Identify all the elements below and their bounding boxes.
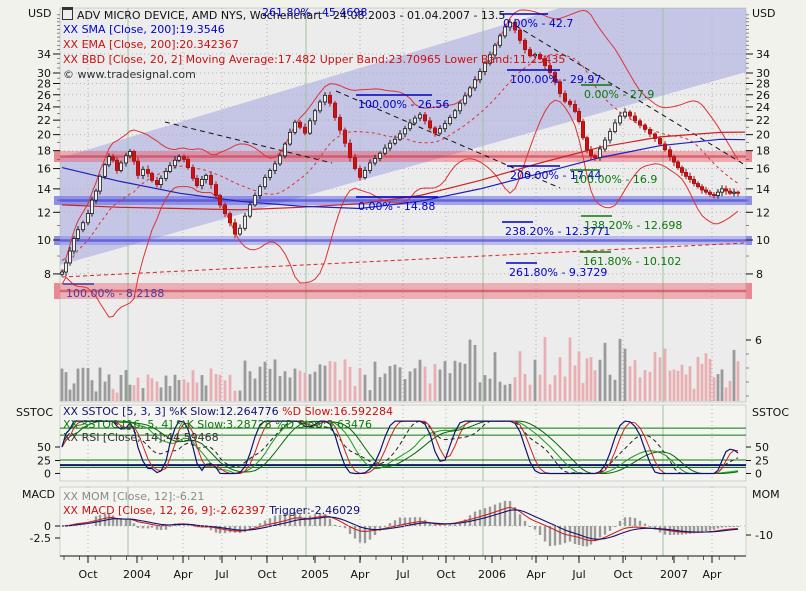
axis-tick-label: 20 xyxy=(37,129,51,142)
fib-level-label: 100.00% - 16.9 xyxy=(573,173,658,186)
axis-tick-label: 6 xyxy=(755,334,762,347)
axis-tick-label: 34 xyxy=(37,48,51,61)
chart-window-icon xyxy=(62,7,73,20)
axis-tick-label: 30 xyxy=(37,67,51,80)
main-right-axis-unit: USD xyxy=(752,7,776,20)
fib-level-label: 0.00% - 14.88 xyxy=(358,200,436,213)
axis-tick-label: 30 xyxy=(756,67,770,80)
axis-tick-label: 12 xyxy=(37,206,51,219)
axis-tick-label: 2005 xyxy=(301,568,329,581)
axis-tick-label: 25 xyxy=(37,455,51,468)
axis-tick-label: 10 xyxy=(756,234,770,247)
fib-level-label: 100.00% - 26.56 xyxy=(358,98,450,111)
fib-level-label: 0.00% - 27.9 xyxy=(584,88,655,101)
main-left-axis-unit: USD xyxy=(28,7,52,20)
legend-ema: XX EMA [Close, 200]:20.342367 xyxy=(63,38,239,51)
axis-tick-label: Apr xyxy=(526,568,546,581)
legend-sstoc-k: XX SSTOC [5, 3, 3] %K Slow:12.264776 xyxy=(63,405,283,418)
axis-tick-label: 34 xyxy=(756,48,770,61)
mom-right-axis-unit: MOM xyxy=(752,488,780,501)
axis-tick-label: 22 xyxy=(756,114,770,127)
axis-tick-label: Oct xyxy=(436,568,456,581)
axis-tick-label: 28 xyxy=(756,77,770,90)
fib-level-label: 138.20% - 12.698 xyxy=(584,219,683,232)
legend-mom: XX MOM [Close, 12]:-6.21 xyxy=(63,490,205,503)
axis-tick-label: 2004 xyxy=(123,568,151,581)
legend-macd-value: XX MACD [Close, 12, 26, 9]:-2.62397 xyxy=(63,504,270,517)
axis-tick-label: 20 xyxy=(756,129,770,142)
axis-tick-label: 0 xyxy=(755,467,762,480)
axis-tick-label: 14 xyxy=(37,183,51,196)
axis-tick-label: Apr xyxy=(173,568,193,581)
axis-tick-label: 50 xyxy=(755,441,769,454)
axis-tick-label: 2006 xyxy=(478,568,506,581)
axis-tick-label: 16 xyxy=(37,163,51,176)
axis-tick-label: 16 xyxy=(756,163,770,176)
axis-tick-label: 10 xyxy=(37,234,51,247)
fib-level-label: 0.00% - 42.7 xyxy=(503,17,574,30)
axis-tick-label: Oct xyxy=(257,568,277,581)
watermark: © www.tradesignal.com xyxy=(63,68,196,81)
axis-tick-label: 8 xyxy=(756,268,763,281)
axis-tick-label: Jul xyxy=(571,568,585,581)
fib-level-label: 161.80% - 10.102 xyxy=(583,255,682,268)
axis-tick-label: 0 xyxy=(44,520,51,533)
macd-left-axis-unit: MACD xyxy=(22,488,55,501)
axis-tick-label: Apr xyxy=(702,568,722,581)
axis-tick-label: 18 xyxy=(37,145,51,158)
axis-tick-label: 18 xyxy=(756,145,770,158)
axis-tick-label: Apr xyxy=(350,568,370,581)
fib-level-label: 261.80% - 9.3729 xyxy=(509,266,608,279)
axis-tick-label: Oct xyxy=(613,568,633,581)
fib-level-label: 100.00% - 29.97 xyxy=(510,73,602,86)
axis-tick-label: 2007 xyxy=(660,568,688,581)
fib-level-label: 200.00% - 17.44 xyxy=(510,169,602,182)
axis-tick-label: 12 xyxy=(756,206,770,219)
legend-sma: XX SMA [Close, 200]:19.3546 xyxy=(63,23,225,36)
legend-bbd: XX BBD [Close, 20, 2] Moving Average:17.… xyxy=(63,53,566,66)
legend-macd-trigger: Trigger:-2.46029 xyxy=(269,504,361,517)
axis-tick-label: 50 xyxy=(37,441,51,454)
axis-tick-label: 24 xyxy=(756,101,770,114)
axis-tick-label: Jul xyxy=(214,568,228,581)
fib-level-label: 100.00% - 8.2188 xyxy=(66,287,165,300)
axis-tick-label: 26 xyxy=(37,89,51,102)
axis-tick-label: 14 xyxy=(756,183,770,196)
axis-tick-label: -10 xyxy=(755,529,773,542)
axis-tick-label: 24 xyxy=(37,101,51,114)
legend-sstoc-1: XX SSTOC [5, 3, 3] %K Slow:12.264776 %D … xyxy=(63,406,393,418)
axis-tick-label: 28 xyxy=(37,77,51,90)
axis-tick-label: 26 xyxy=(756,89,770,102)
sstoc-left-axis-unit: SSTOC xyxy=(16,406,54,419)
axis-tick-label: 8 xyxy=(44,268,51,281)
axis-tick-label: 0 xyxy=(44,467,51,480)
legend-rsi: XX RSI [Close, 14]:44.59468 xyxy=(63,431,219,444)
legend-sstoc-2: XX SSTOC [16, 5, 4] %K Slow:3.28728 %D S… xyxy=(63,418,372,431)
axis-tick-label: Jul xyxy=(395,568,409,581)
chart-title: ADV MICRO DEVICE, AMD NYS, Wochenchart -… xyxy=(77,9,506,22)
axis-tick-label: 22 xyxy=(37,114,51,127)
axis-tick-label: 25 xyxy=(755,455,769,468)
chart-title-row: ADV MICRO DEVICE, AMD NYS, Wochenchart -… xyxy=(62,7,505,22)
legend-macd: XX MACD [Close, 12, 26, 9]:-2.62397 Trig… xyxy=(63,505,360,517)
legend-sstoc-d: %D Slow:16.592284 xyxy=(282,405,393,418)
fib-level-label: 238.20% - 12.3771 xyxy=(505,225,611,238)
axis-tick-label: -2.5 xyxy=(30,532,51,545)
fib-level-label: 261.80% - 45.4698 xyxy=(262,6,368,19)
sstoc-right-axis-unit: SSTOC xyxy=(752,406,790,419)
axis-tick-label: Oct xyxy=(78,568,98,581)
